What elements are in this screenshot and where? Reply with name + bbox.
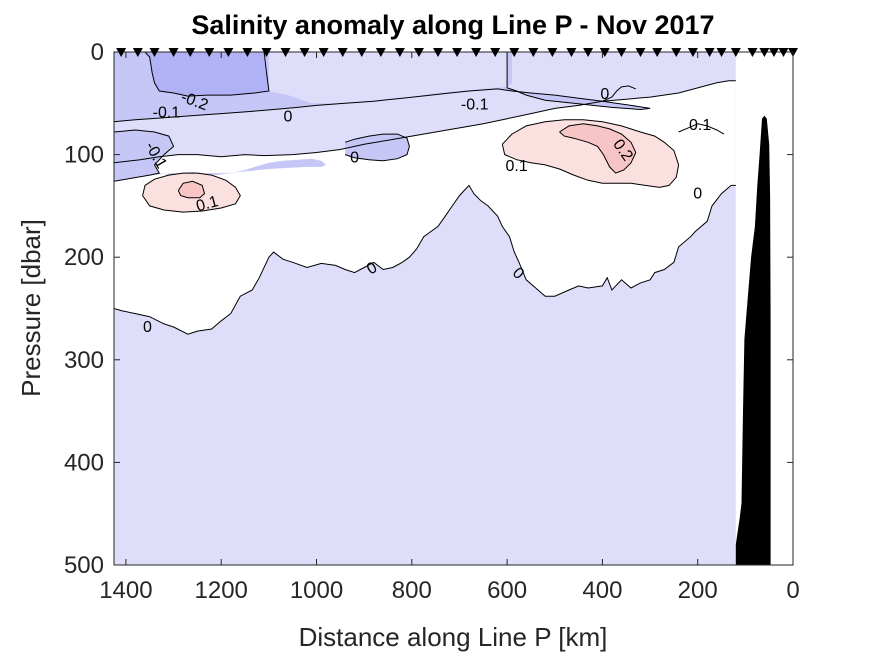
station-marker-38	[778, 48, 789, 57]
station-marker-22	[528, 48, 539, 57]
anomaly-region-4	[114, 130, 326, 182]
anomaly-region-8	[502, 119, 679, 188]
chart-title: Salinity anomaly along Line P - Nov 2017	[191, 10, 714, 40]
anomaly-region-3	[114, 52, 269, 97]
station-marker-14	[375, 48, 386, 57]
x-tick-label-3: 800	[392, 577, 432, 604]
anomaly-region-9	[559, 123, 636, 174]
anomaly-fill-layer	[114, 52, 736, 565]
contour-line-1	[114, 88, 651, 123]
contour-label-13: 0	[143, 319, 152, 336]
station-marker-5	[204, 48, 215, 57]
station-marker-9	[280, 48, 291, 57]
y-tick-label-4: 400	[64, 449, 104, 476]
contour-line-6	[602, 85, 636, 102]
plot-frame	[113, 51, 794, 566]
y-tick-label-5: 500	[64, 552, 104, 579]
station-marker-34	[730, 48, 741, 57]
contour-line-0	[144, 52, 270, 97]
station-marker-24	[566, 48, 577, 57]
station-marker-33	[716, 48, 727, 57]
station-marker-31	[687, 48, 698, 57]
contour-lines-layer	[114, 52, 736, 335]
station-marker-15	[394, 48, 405, 57]
contour-line-9	[501, 119, 680, 188]
contour-label-6: 0	[600, 86, 609, 103]
anomaly-region-7	[178, 181, 205, 198]
bathymetry-shelf	[735, 115, 771, 565]
station-marker-32	[704, 48, 715, 57]
contour-label-4: 0	[283, 109, 292, 126]
x-tick-label-7: 0	[786, 577, 799, 604]
contour-line-11	[678, 123, 725, 135]
contour-label-5: 0	[350, 150, 359, 167]
contour-label-8: 0.1	[505, 158, 527, 175]
station-marker-19	[471, 48, 482, 57]
contour-label-10: 0.1	[689, 117, 711, 134]
station-marker-10	[299, 48, 310, 57]
contour-line-12	[114, 184, 736, 335]
anomaly-region-5	[345, 134, 410, 161]
station-marker-25	[583, 48, 594, 57]
station-marker-3	[168, 48, 179, 57]
station-marker-7	[242, 48, 253, 57]
x-axis-label: Distance along Line P [km]	[299, 622, 608, 652]
station-marker-23	[547, 48, 558, 57]
station-marker-35	[747, 48, 758, 57]
station-marker-4	[185, 48, 196, 57]
contour-line-4	[114, 80, 736, 164]
station-marker-0	[116, 48, 127, 57]
station-marker-11	[318, 48, 329, 57]
y-tick-label-0: 0	[91, 39, 104, 66]
station-marker-37	[768, 48, 779, 57]
contour-line-2	[506, 52, 651, 111]
y-axis-label: Pressure [dbar]	[16, 219, 46, 397]
station-marker-36	[759, 48, 770, 57]
contour-line-10	[559, 123, 637, 174]
station-marker-30	[671, 48, 682, 57]
x-tick-label-6: 200	[678, 577, 718, 604]
y-tick-label-1: 100	[64, 142, 104, 169]
station-marker-17	[433, 48, 444, 57]
x-tick-label-1: 1200	[195, 577, 248, 604]
station-marker-6	[223, 48, 234, 57]
contour-label-7: 0.1	[194, 193, 220, 215]
contour-line-5	[344, 133, 410, 162]
station-marker-12	[337, 48, 348, 57]
station-marker-20	[490, 48, 501, 57]
station-marker-21	[509, 48, 520, 57]
contour-label-1: -0.1	[153, 105, 181, 122]
bathymetry-layer	[735, 115, 771, 565]
contour-line-3	[114, 129, 175, 182]
station-marker-2	[149, 48, 160, 57]
contour-line-7	[142, 172, 241, 213]
station-marker-28	[635, 48, 646, 57]
station-marker-1	[132, 48, 143, 57]
x-tick-label-0: 1400	[99, 577, 152, 604]
station-marker-8	[261, 48, 272, 57]
x-axis-ticks: 1400 1200 1000 800 600 400 200 0	[99, 52, 800, 604]
contour-label-14: 0	[693, 186, 702, 203]
contour-label-2: -0.1	[461, 96, 489, 113]
x-tick-label-4: 600	[487, 577, 527, 604]
station-markers	[116, 48, 798, 57]
station-marker-18	[452, 48, 463, 57]
station-marker-27	[616, 48, 627, 57]
station-marker-13	[356, 48, 367, 57]
station-marker-16	[413, 48, 424, 57]
station-marker-26	[599, 48, 610, 57]
y-tick-label-2: 200	[64, 244, 104, 271]
x-tick-label-2: 1000	[290, 577, 343, 604]
contour-line-8	[177, 180, 206, 199]
y-axis-ticks: 0 100 200 300 400 500	[64, 39, 793, 579]
y-tick-label-3: 300	[64, 347, 104, 374]
x-tick-label-5: 400	[582, 577, 622, 604]
station-marker-29	[652, 48, 663, 57]
